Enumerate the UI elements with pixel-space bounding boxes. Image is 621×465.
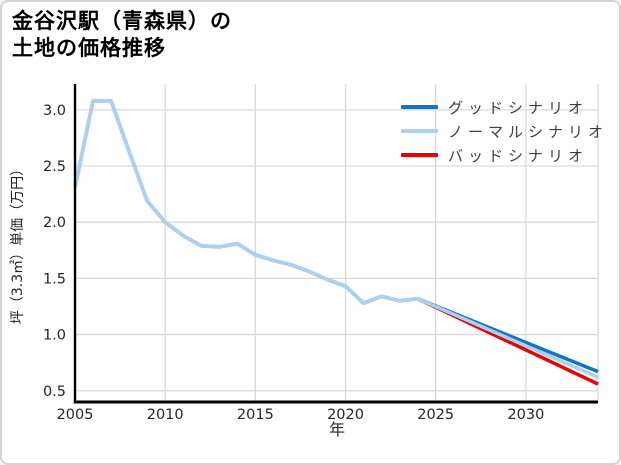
good-scenario-line-swatch [401, 105, 438, 109]
svg-text:2025: 2025 [417, 407, 454, 423]
svg-text:0.5: 0.5 [43, 384, 66, 400]
svg-text:1.0: 1.0 [43, 328, 66, 344]
tick-labels: 2005 2010 2015 2020 2025 2030 0.5 1.0 1.5 2.0 2.5 3… [43, 103, 544, 423]
legend-label-bad: バッドシナリオ [448, 146, 589, 165]
chart-legend: グッドシナリオ ノーマルシナリオ バッドシナリオ [401, 99, 608, 171]
svg-text:2010: 2010 [147, 407, 184, 423]
data-lines [73, 98, 599, 386]
svg-text:2005: 2005 [57, 407, 94, 423]
legend-item-normal: ノーマルシナリオ [401, 122, 609, 141]
legend-item-bad: バッドシナリオ [401, 146, 608, 165]
legend-item-good: グッドシナリオ [401, 98, 608, 117]
chart-title-line2: 土地の価格推移 [12, 36, 166, 60]
axes-spines [73, 84, 598, 404]
svg-text:2030: 2030 [507, 407, 544, 423]
chart-title: 金谷沢駅（青森県）の 土地の価格推移 [12, 8, 232, 62]
legend-label-good: グッドシナリオ [448, 98, 589, 117]
svg-text:2015: 2015 [237, 407, 274, 423]
bad-scenario-line-swatch [401, 153, 438, 157]
legend-label-normal: ノーマルシナリオ [448, 122, 609, 141]
chart-title-line1: 金谷沢駅（青森県）の [12, 9, 232, 33]
gridlines [74, 84, 599, 402]
normal-scenario-line-swatch [401, 129, 438, 133]
svg-text:2020: 2020 [327, 407, 364, 423]
svg-text:3.0: 3.0 [43, 103, 66, 119]
svg-text:1.5: 1.5 [43, 271, 66, 287]
y-axis-label: 坪（3.3㎡）単価（万円） [10, 162, 26, 324]
x-axis-label: 年 [329, 420, 345, 439]
svg-text:2.5: 2.5 [43, 159, 66, 175]
svg-text:2.0: 2.0 [43, 215, 66, 231]
